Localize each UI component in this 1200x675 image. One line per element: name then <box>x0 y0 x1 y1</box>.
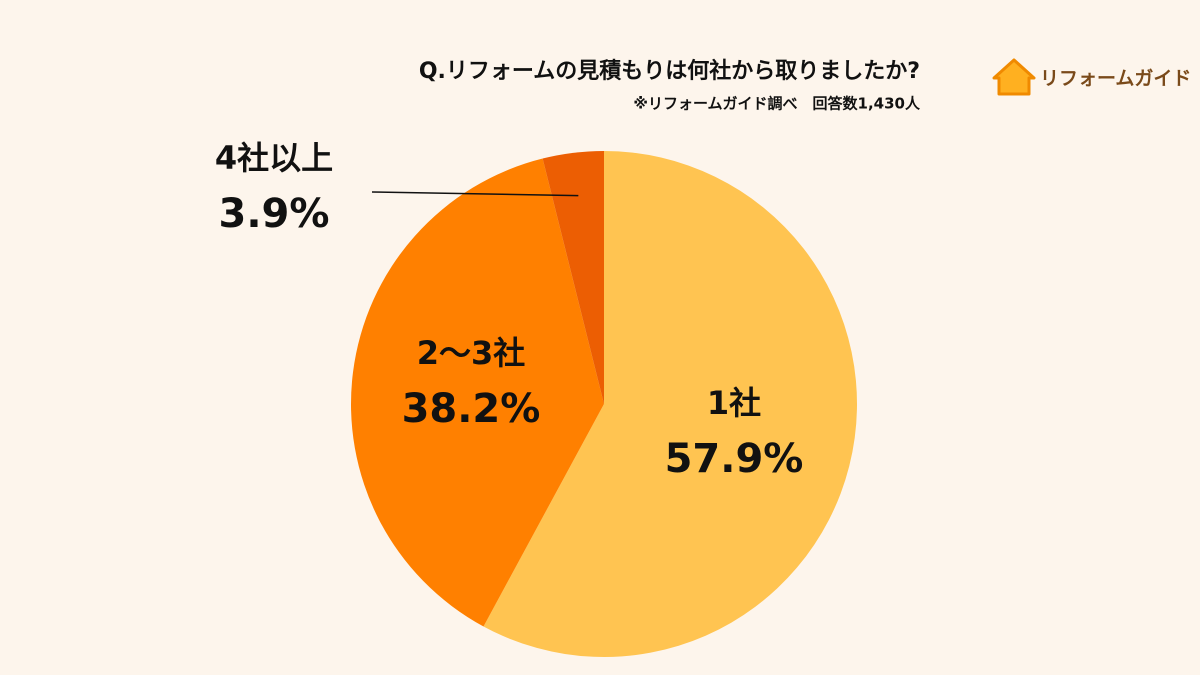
slice-label: 4社以上 <box>215 139 333 177</box>
pie-slice <box>350 158 604 627</box>
slice-label: 2〜3社 <box>417 334 526 372</box>
pie-slice <box>542 151 604 404</box>
brand-logo: リフォームガイド <box>992 58 1191 96</box>
slice-value-label: 3.9% <box>219 191 330 237</box>
chart-subtitle: ※リフォームガイド調べ 回答数1,430人 <box>633 95 921 113</box>
brand-name: リフォームガイド <box>1040 68 1191 90</box>
slice-value-label: 57.9% <box>665 436 804 482</box>
chart-title: Q.リフォームの見積もりは何社から取りましたか? <box>419 58 920 84</box>
leader-line <box>371 191 579 197</box>
pie-slice <box>483 151 858 657</box>
logo-icon <box>992 58 1036 96</box>
slice-label: 1社 <box>707 384 761 422</box>
slice-value-label: 38.2% <box>402 386 541 432</box>
